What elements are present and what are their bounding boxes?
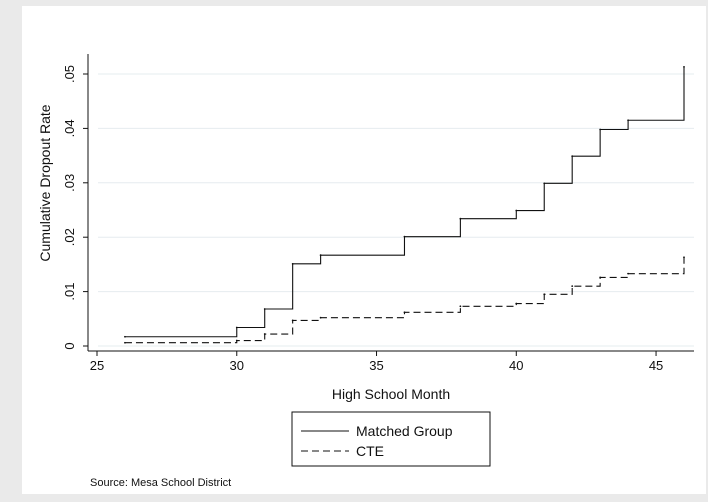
data-point-0-8 <box>543 182 546 185</box>
series-line-0 <box>124 66 685 338</box>
legend-label-0: Matched Group <box>356 423 453 439</box>
data-point-1-3 <box>291 319 294 322</box>
data-point-1-11 <box>627 272 629 275</box>
data-point-1-0 <box>124 341 126 344</box>
data-point-1-7 <box>515 302 518 305</box>
x-tick-label-2: 35 <box>369 358 383 373</box>
series-matched-group <box>124 66 685 338</box>
y-tick-label-3: .03 <box>62 174 77 192</box>
x-tick-label-4: 45 <box>649 358 663 373</box>
legend-label-1: CTE <box>356 443 384 459</box>
data-point-0-1 <box>235 326 238 329</box>
data-point-0-12 <box>683 66 685 68</box>
axes-layer: 0 .01 .02 .03 .04 .05 25 30 35 40 45 <box>62 54 694 373</box>
data-point-1-9 <box>571 285 574 288</box>
legend-box <box>291 411 491 467</box>
data-point-0-6 <box>459 217 462 220</box>
data-point-0-4 <box>319 254 322 257</box>
y-tick-label-2: .02 <box>62 228 77 246</box>
x-tick-label-1: 30 <box>230 358 244 373</box>
y-axis-title: Cumulative Dropout Rate <box>37 104 53 261</box>
data-point-1-12 <box>683 256 685 259</box>
y-tick-label-1: .01 <box>62 283 77 301</box>
legend-items: Matched Group CTE <box>301 423 453 459</box>
data-point-1-4 <box>319 316 322 319</box>
dropout-rate-chart: 0 .01 .02 .03 .04 .05 25 30 35 40 45 Cumulative Dr… <box>37 54 694 489</box>
data-point-0-5 <box>403 235 406 238</box>
series-line-1 <box>124 257 685 344</box>
x-tick-label-3: 40 <box>509 358 523 373</box>
source-note: Source: Mesa School District <box>90 477 231 489</box>
grid-layer <box>98 73 694 347</box>
data-point-1-10 <box>599 276 602 279</box>
data-point-0-9 <box>571 155 574 158</box>
y-tick-label-0: 0 <box>62 342 77 349</box>
x-tick-label-0: 25 <box>90 358 104 373</box>
x-axis-title: High School Month <box>332 386 450 402</box>
data-point-0-7 <box>515 209 518 212</box>
data-point-0-0 <box>124 335 126 338</box>
y-tick-label-4: .04 <box>62 119 77 137</box>
data-point-1-5 <box>403 311 406 314</box>
series-cte <box>124 256 685 344</box>
data-point-1-1 <box>235 339 238 342</box>
y-tick-label-5: .05 <box>62 65 77 83</box>
data-point-1-6 <box>459 305 462 308</box>
data-point-0-10 <box>599 128 602 131</box>
data-point-0-2 <box>263 308 266 310</box>
chart-panel: 0 .01 .02 .03 .04 .05 25 30 35 40 45 Cumulative Dr… <box>22 6 706 494</box>
legend: Matched Group CTE <box>291 411 491 467</box>
series-layer <box>124 66 685 344</box>
data-point-1-8 <box>543 293 546 296</box>
data-point-0-11 <box>627 119 629 122</box>
data-point-1-2 <box>263 333 266 335</box>
data-point-0-3 <box>291 262 294 265</box>
